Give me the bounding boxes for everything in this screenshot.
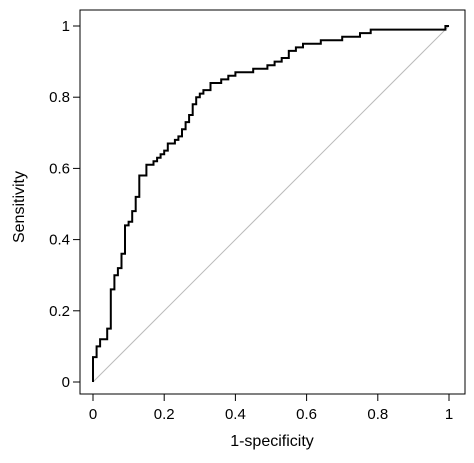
x-tick-label: 0.2 [154,406,175,423]
x-tick-label: 0.4 [225,406,246,423]
y-axis-title: Sensitivity [11,171,28,243]
x-tick-label: 0.6 [296,406,317,423]
y-tick-label: 1 [62,18,70,35]
series-layer [92,25,450,383]
roc-curve [92,25,449,382]
y-tick-label: 0.4 [49,232,70,249]
x-axis: 0 0.2 0.4 0.6 0.8 1 [89,394,453,423]
x-tick-label: 0.8 [367,406,388,423]
plot-frame [79,9,466,395]
y-tick-label: 0 [62,374,70,391]
y-tick-label: 0.8 [49,89,70,106]
y-axis: 0 0.2 0.4 0.6 0.8 1 [49,18,80,391]
x-tick-label: 1 [445,406,453,423]
y-tick-label: 0.2 [49,303,70,320]
x-tick-label: 0 [89,406,97,423]
reference-diagonal-line [92,25,450,383]
x-axis-title: 1-specificity [230,433,314,450]
y-tick-label: 0.6 [49,160,70,177]
